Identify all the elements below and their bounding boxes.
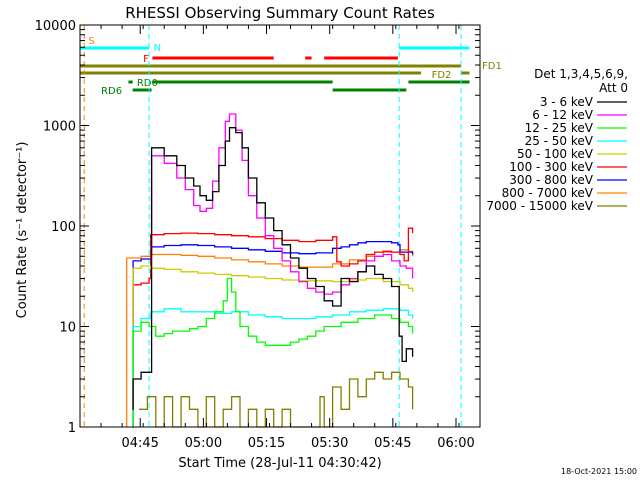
flag-label: FD1 — [482, 61, 502, 72]
legend-label: 50 - 100 keV — [517, 147, 594, 161]
series-line — [149, 113, 414, 295]
legend-label: 6 - 12 keV — [532, 108, 594, 122]
legend-label: 300 - 800 keV — [509, 173, 593, 187]
flag-bar — [80, 71, 422, 75]
flag-bar — [80, 46, 150, 50]
y-axis-label: Count Rate (s⁻¹ detector⁻¹) — [15, 142, 30, 319]
y-tick-label: 1000 — [43, 120, 76, 135]
flag-bar — [152, 56, 274, 60]
x-tick-label: 06:00 — [437, 436, 474, 451]
footer-date: 18-Oct-2021 15:00 — [561, 467, 637, 476]
flag-label: RD6 — [101, 86, 122, 97]
chart-title: RHESSI Observing Summary Count Rates — [125, 4, 435, 22]
y-axis: 1 10 100 1000 10000 — [35, 19, 480, 436]
series-line — [132, 240, 414, 428]
flag-bar — [399, 46, 470, 50]
x-axis: 04:45 05:00 05:15 05:30 05:45 06:00 — [79, 25, 481, 451]
flag-bar — [152, 80, 333, 84]
series-line — [132, 127, 414, 410]
x-tick-label: 04:45 — [121, 436, 158, 451]
flag-bar — [128, 80, 133, 84]
x-tick-label: 05:45 — [374, 436, 411, 451]
legend-title-line2: Att 0 — [599, 81, 628, 95]
x-tick-label: 05:00 — [185, 436, 222, 451]
flag-label: N — [154, 43, 161, 54]
flag-bar — [408, 80, 470, 84]
series-line — [132, 227, 414, 428]
series-line — [132, 308, 414, 428]
y-tick-label: 1 — [68, 421, 76, 436]
flag-label: RD0 — [137, 78, 158, 89]
flag-bar — [461, 71, 470, 75]
x-tick-label: 05:15 — [248, 436, 285, 451]
series-line — [132, 277, 414, 428]
flag-bar — [332, 88, 407, 92]
legend-title-line1: Det 1,3,4,5,6,9, — [534, 67, 628, 81]
flag-bar — [80, 64, 462, 68]
x-axis-label: Start Time (28-Jul-11 04:30:42) — [178, 456, 381, 471]
series-line — [132, 265, 414, 428]
series-layer — [126, 113, 414, 428]
legend-label: 3 - 6 keV — [540, 95, 594, 109]
x-tick-label: 05:30 — [311, 436, 348, 451]
flag-bar — [132, 88, 152, 92]
flag-bar — [305, 56, 312, 60]
y-tick-label: 10 — [59, 321, 76, 336]
flag-bar — [324, 56, 398, 60]
flag-label: FD2 — [432, 70, 452, 81]
flag-layer: S NF FD1 FD2 RD0 RD6 — [80, 36, 502, 97]
legend-label: 100 - 300 keV — [509, 160, 593, 174]
y-tick-label: 100 — [51, 220, 76, 235]
y-tick-label: 10000 — [35, 19, 76, 34]
flag-label: S — [88, 36, 94, 47]
legend-label: 12 - 25 keV — [525, 121, 594, 135]
flag-label: F — [143, 54, 149, 65]
legend-label: 7000 - 15000 keV — [486, 199, 593, 213]
legend-label: 800 - 7000 keV — [502, 186, 594, 200]
legend-label: 25 - 50 keV — [525, 134, 594, 148]
